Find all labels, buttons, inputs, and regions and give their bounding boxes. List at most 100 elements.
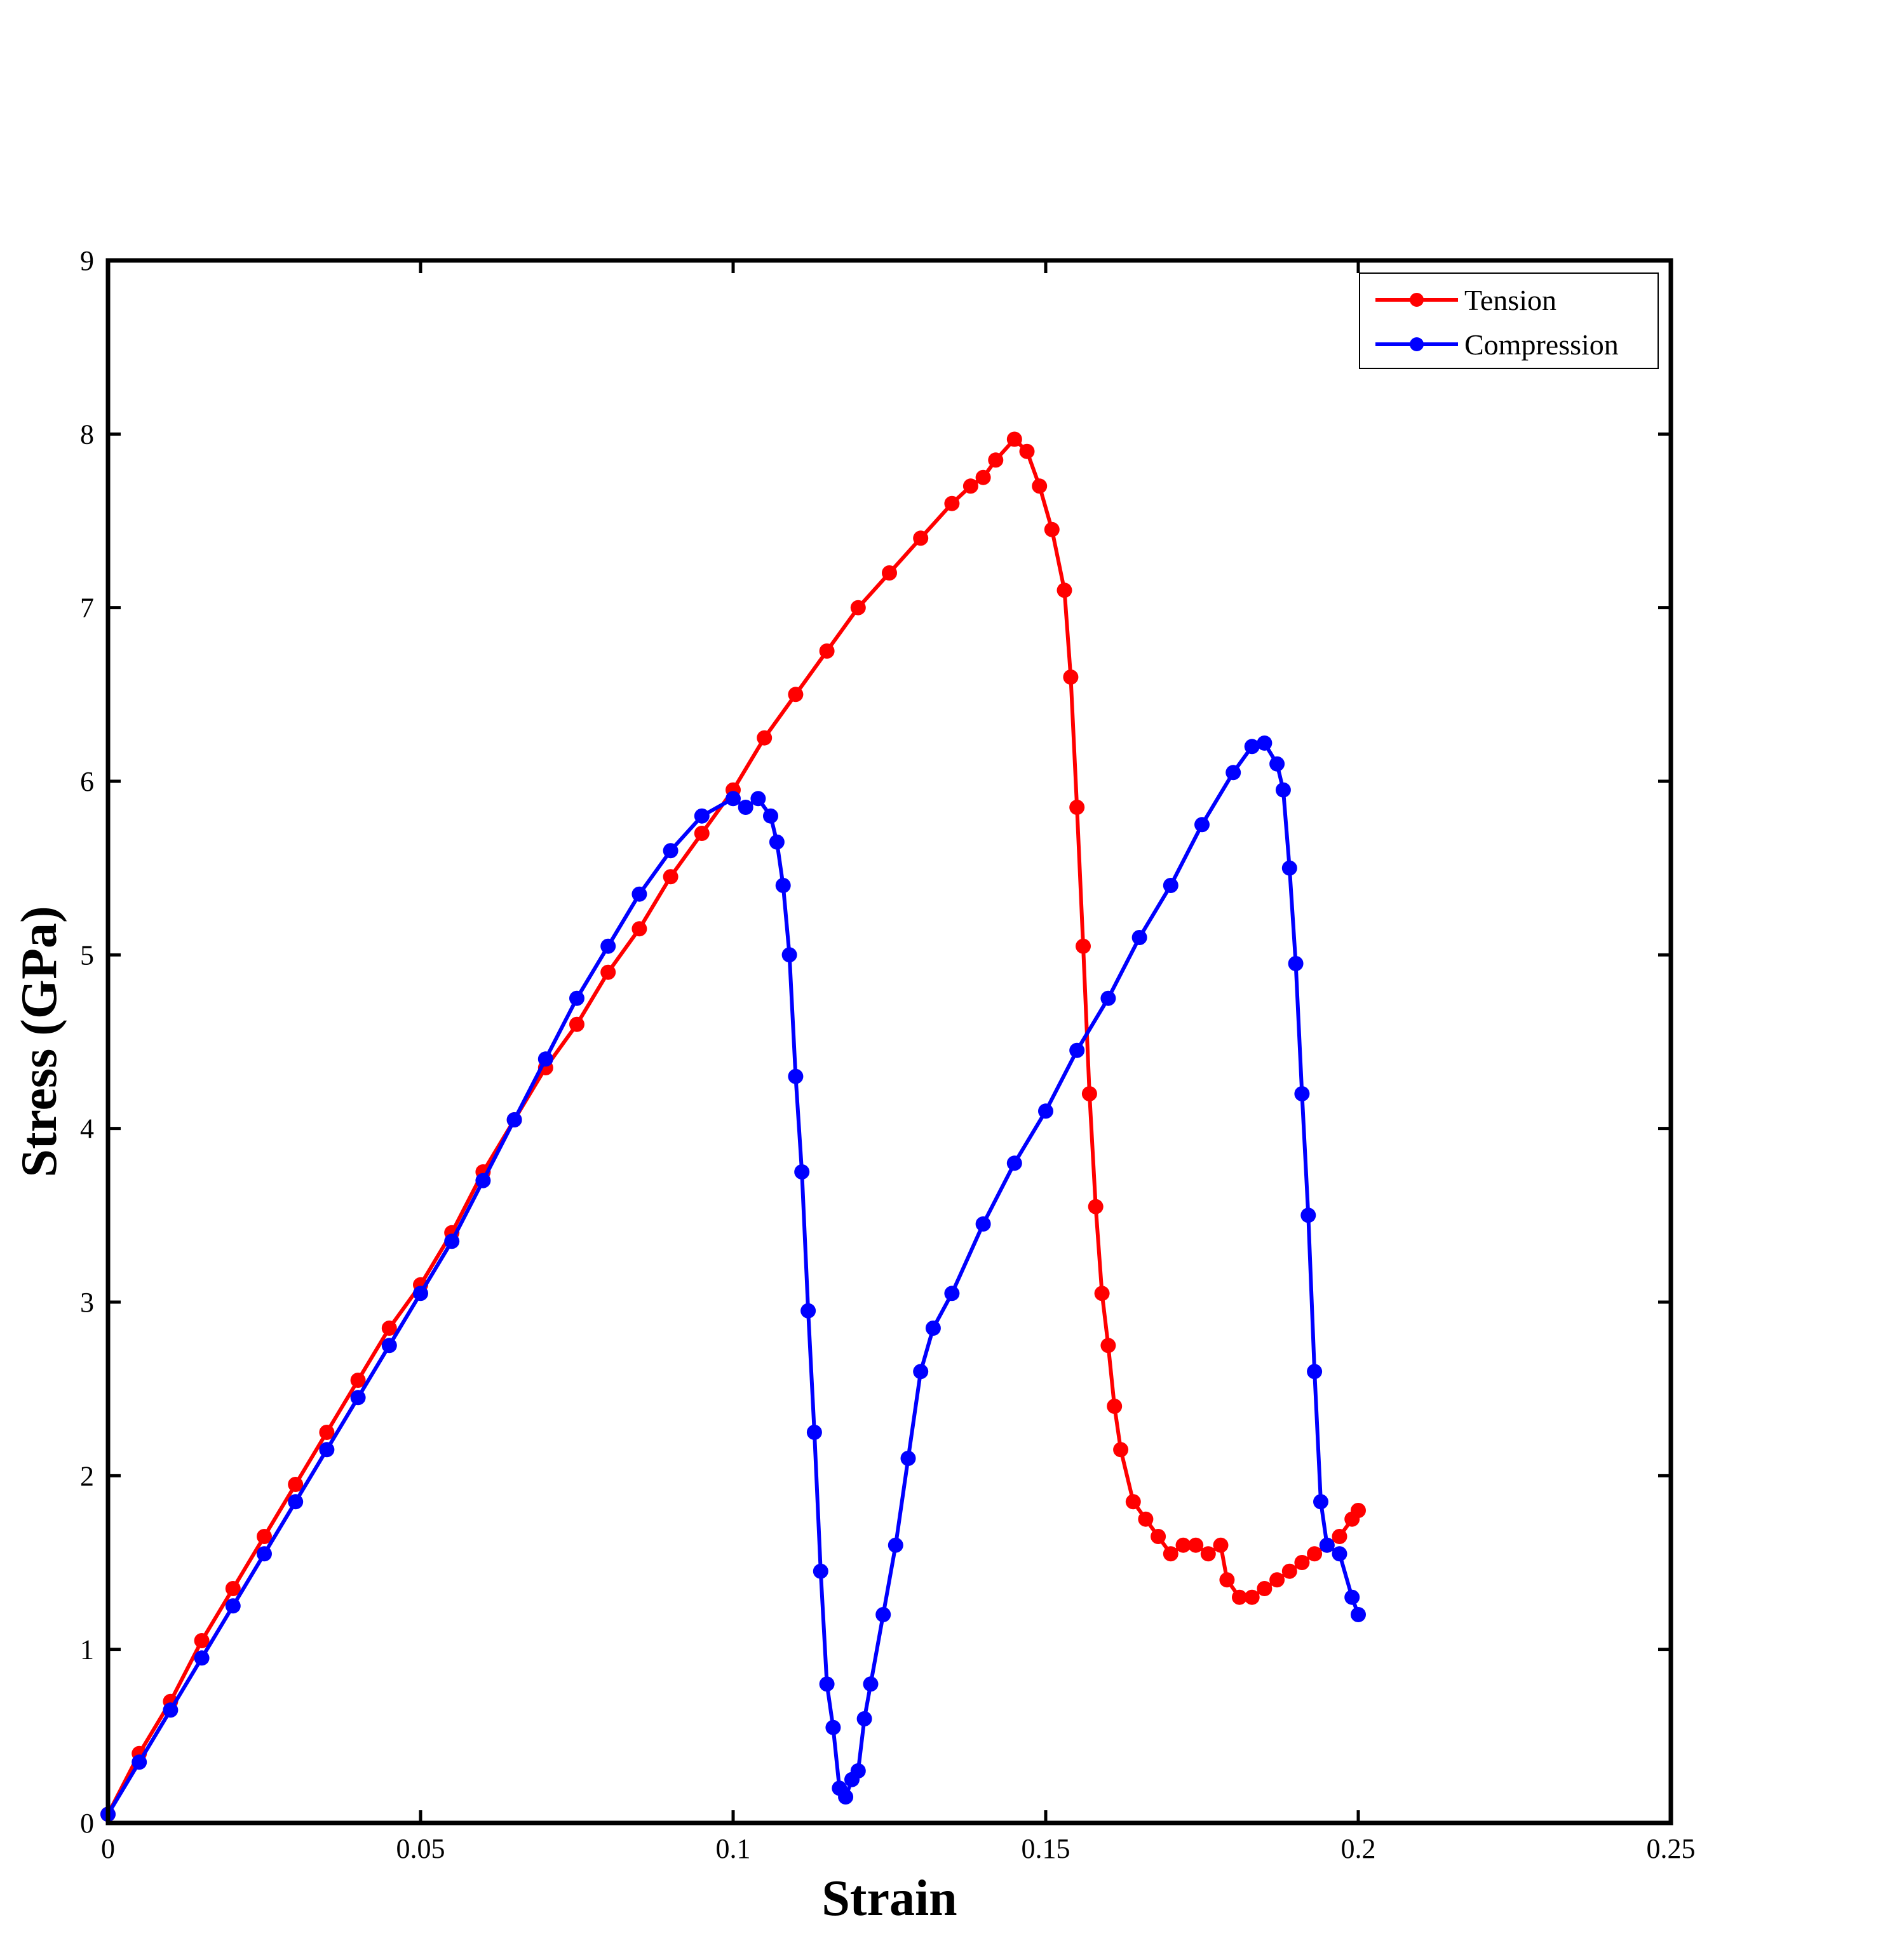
data-point-compression xyxy=(900,1451,916,1466)
data-point-compression xyxy=(875,1607,891,1622)
data-point-tension xyxy=(694,826,710,841)
data-point-compression xyxy=(413,1286,428,1301)
data-point-tension xyxy=(569,1016,584,1032)
data-point-compression xyxy=(825,1719,841,1735)
data-point-tension xyxy=(850,600,866,615)
data-point-compression xyxy=(775,878,791,893)
data-point-compression xyxy=(225,1598,241,1614)
data-point-compression xyxy=(838,1789,854,1805)
tick-labels-layer: 0 0.05 0.1 0.15 0.2 0.25 0 1 2 3 4 5 6 7 8 9 xyxy=(80,245,1696,1864)
data-point-tension xyxy=(1107,1399,1123,1414)
y-tick-label: 8 xyxy=(80,419,94,450)
x-tick-label: 0 xyxy=(101,1833,115,1864)
data-point-tension xyxy=(319,1425,335,1440)
series-layer xyxy=(100,431,1366,1822)
data-point-tension xyxy=(1076,938,1091,954)
data-point-compression xyxy=(288,1494,304,1510)
data-point-compression xyxy=(1332,1546,1347,1562)
data-point-tension xyxy=(1100,1338,1116,1354)
data-point-tension xyxy=(757,730,773,746)
data-point-compression xyxy=(913,1364,929,1380)
data-point-compression xyxy=(381,1338,397,1354)
data-point-tension xyxy=(1019,443,1035,459)
data-point-tension xyxy=(1307,1546,1323,1562)
data-point-compression xyxy=(794,1164,810,1180)
data-point-compression xyxy=(863,1676,879,1692)
data-point-tension xyxy=(1113,1442,1129,1458)
data-point-tension xyxy=(1219,1572,1235,1588)
data-point-tension xyxy=(381,1321,397,1336)
data-point-compression xyxy=(750,791,766,807)
y-tick-label: 0 xyxy=(80,1808,94,1839)
data-point-compression xyxy=(163,1702,179,1718)
y-tick-label: 7 xyxy=(80,593,94,624)
x-tick-label: 0.2 xyxy=(1341,1833,1376,1864)
data-point-tension xyxy=(1006,431,1022,447)
data-point-compression xyxy=(1281,860,1297,876)
data-point-compression xyxy=(194,1650,210,1666)
y-tick-label: 6 xyxy=(80,766,94,797)
y-tick-label: 4 xyxy=(80,1113,94,1145)
data-point-tension xyxy=(1063,669,1079,685)
y-tick-label: 1 xyxy=(80,1634,94,1665)
data-point-tension xyxy=(962,478,978,494)
data-point-tension xyxy=(600,964,616,980)
data-point-tension xyxy=(663,869,679,885)
data-point-compression xyxy=(819,1676,835,1692)
data-point-compression xyxy=(1288,956,1304,971)
data-point-compression xyxy=(1319,1537,1335,1553)
data-point-tension xyxy=(194,1633,210,1648)
data-point-compression xyxy=(444,1234,460,1249)
data-point-tension xyxy=(1069,800,1085,815)
data-point-tension xyxy=(819,643,835,659)
data-point-tension xyxy=(1125,1494,1141,1510)
data-point-tension xyxy=(1175,1537,1191,1553)
data-point-tension xyxy=(1081,1086,1097,1101)
data-point-compression xyxy=(319,1442,335,1458)
x-tick-label: 0.05 xyxy=(396,1833,445,1864)
data-point-tension xyxy=(257,1529,272,1544)
data-point-compression xyxy=(663,843,679,859)
data-point-tension xyxy=(1200,1546,1216,1562)
data-point-compression xyxy=(788,1068,804,1084)
data-point-tension xyxy=(1244,1589,1260,1605)
x-tick-label: 0.1 xyxy=(716,1833,751,1864)
data-point-compression xyxy=(1275,782,1291,798)
x-tick-label: 0.15 xyxy=(1022,1833,1070,1864)
data-point-tension xyxy=(1188,1537,1204,1553)
data-point-compression xyxy=(1100,990,1116,1006)
data-point-tension xyxy=(1332,1529,1347,1544)
data-point-compression xyxy=(1244,739,1260,755)
data-point-tension xyxy=(1163,1546,1178,1562)
data-point-tension xyxy=(1032,478,1048,494)
data-point-compression xyxy=(1069,1042,1085,1058)
x-axis-title: Strain xyxy=(821,1871,957,1926)
data-point-tension xyxy=(225,1581,241,1596)
data-point-compression xyxy=(1163,878,1178,893)
legend: Tension Compression xyxy=(1359,272,1659,369)
data-point-compression xyxy=(1269,756,1285,772)
data-point-compression xyxy=(813,1563,828,1579)
data-point-compression xyxy=(925,1321,941,1336)
y-tick-label: 2 xyxy=(80,1460,94,1491)
data-point-compression xyxy=(769,834,785,850)
data-point-compression xyxy=(631,886,647,902)
ticks-layer xyxy=(106,259,1673,1825)
data-point-compression xyxy=(806,1425,822,1440)
data-point-tension xyxy=(1057,582,1072,598)
legend-marker-tension xyxy=(1410,293,1424,307)
data-point-tension xyxy=(944,495,960,511)
data-point-compression xyxy=(944,1286,960,1301)
data-point-tension xyxy=(1351,1503,1366,1518)
data-point-compression xyxy=(537,1051,553,1067)
data-point-tension xyxy=(350,1373,366,1388)
data-point-tension xyxy=(788,687,804,703)
series-compression xyxy=(100,735,1366,1822)
data-point-tension xyxy=(1044,521,1060,537)
data-point-compression xyxy=(781,947,797,963)
data-point-compression xyxy=(1194,817,1210,833)
data-point-tension xyxy=(631,921,647,937)
data-point-compression xyxy=(1006,1155,1022,1171)
data-point-compression xyxy=(1225,765,1241,781)
